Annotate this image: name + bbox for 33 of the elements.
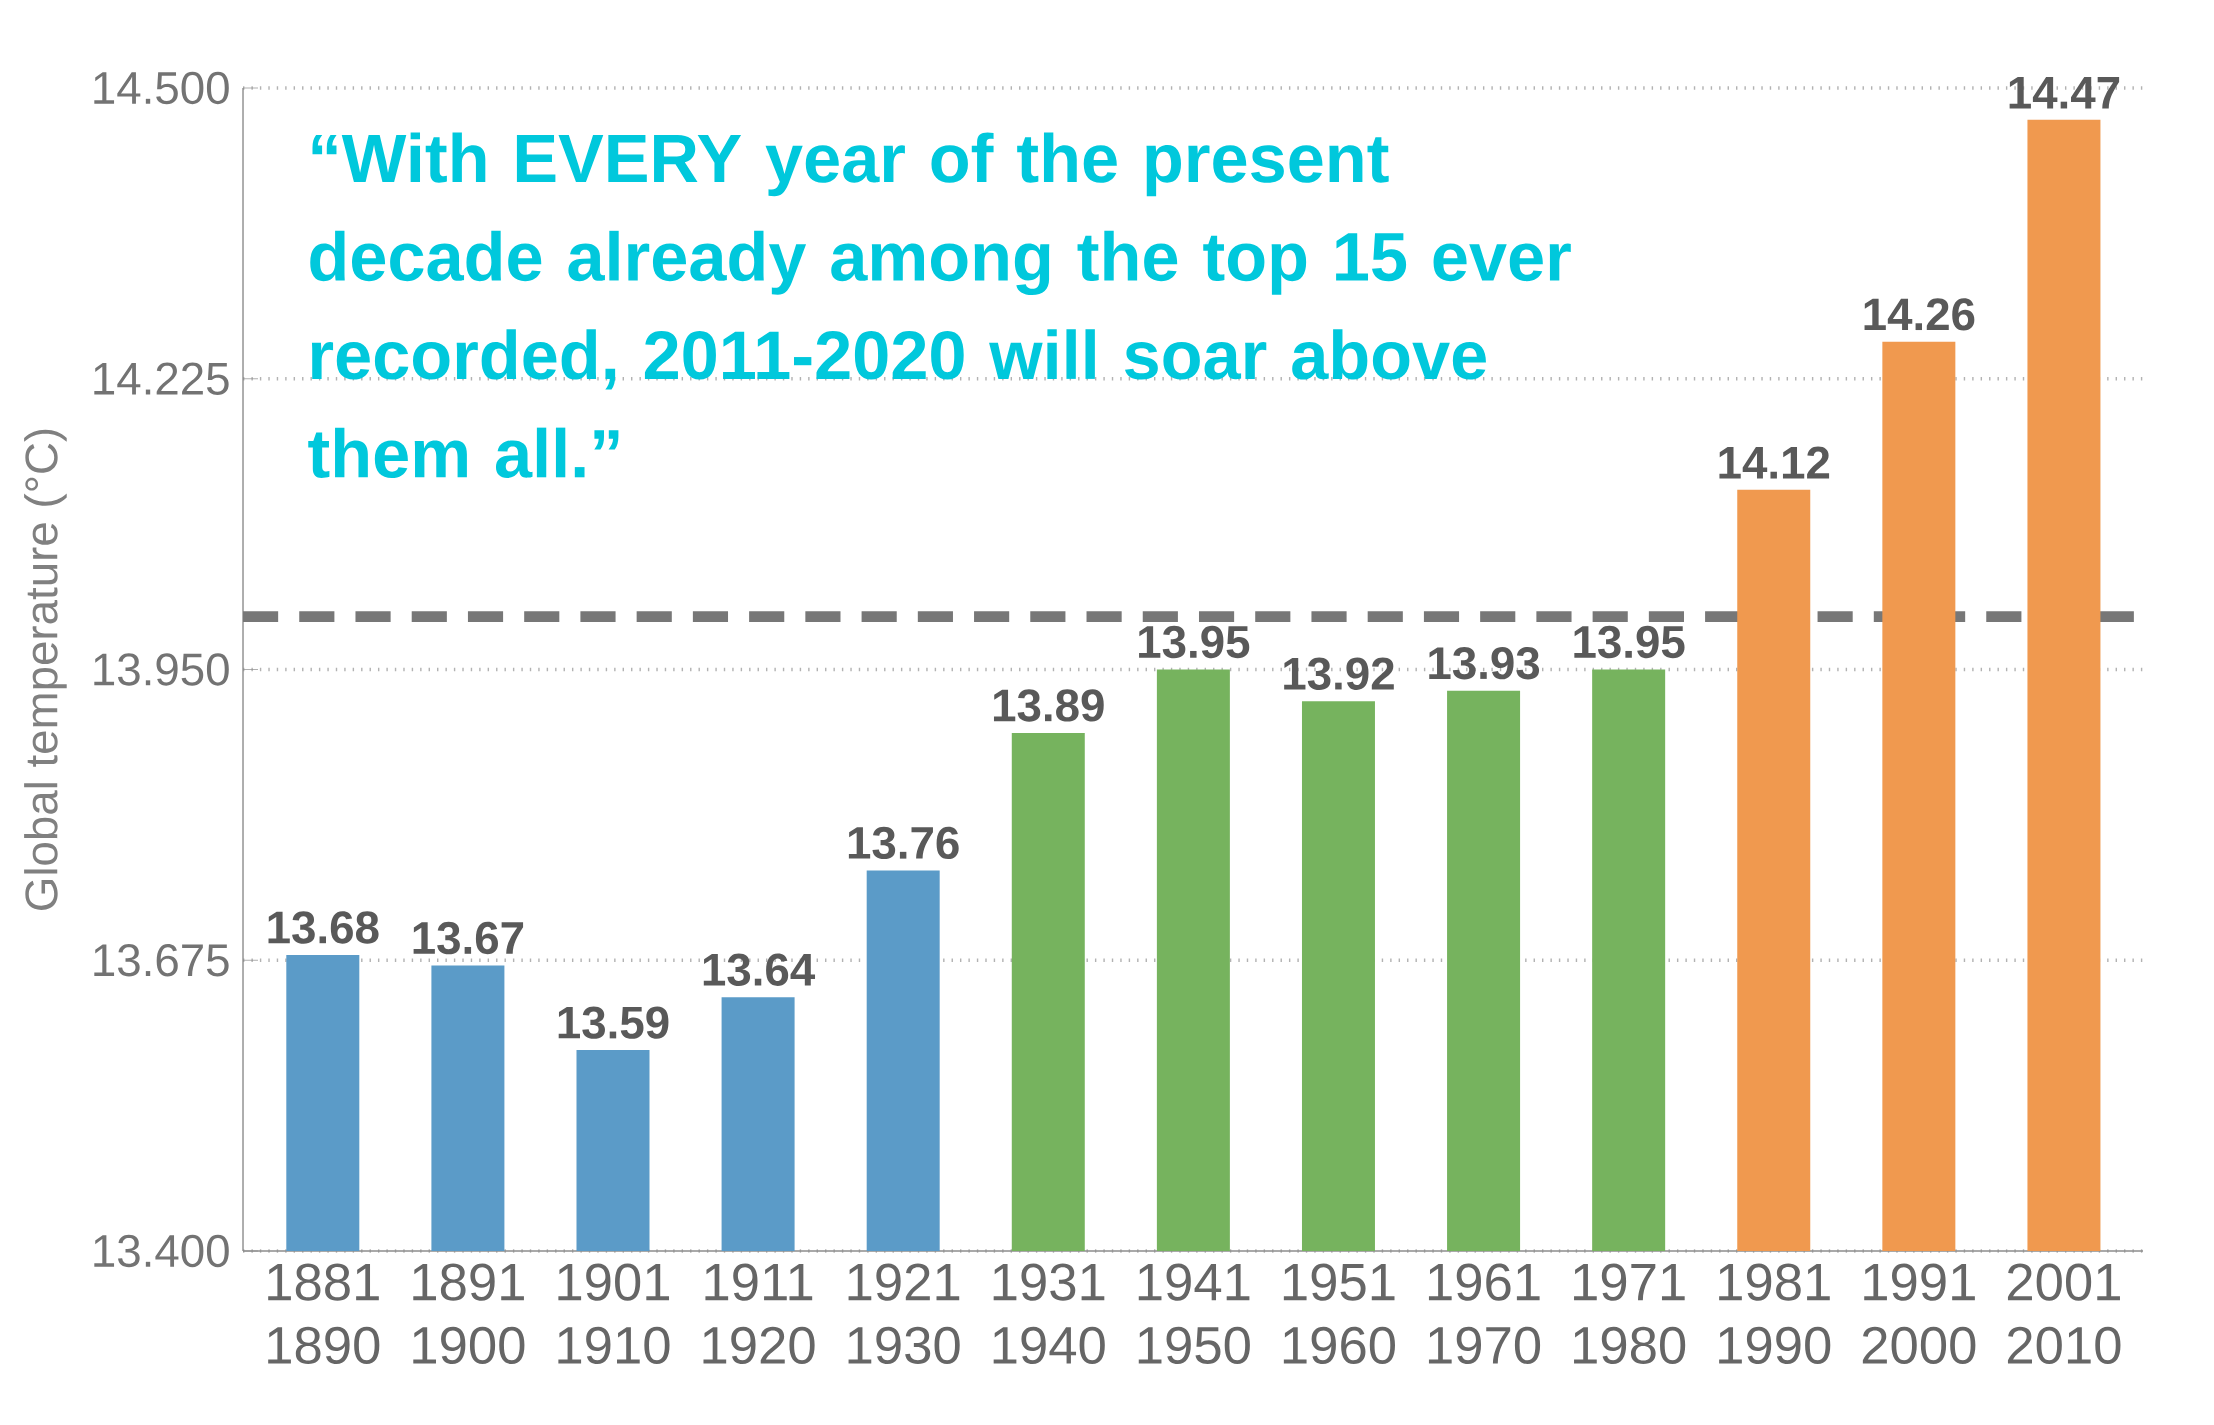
x-tick-label: 1971 1980	[1574, 1263, 1686, 1364]
data-label: 14.26	[1864, 298, 1975, 331]
x-tick-label: 1891 1900	[413, 1263, 525, 1364]
x-tick-label: 1901 1910	[558, 1263, 670, 1364]
x-tick-label: 1881 1890	[268, 1263, 380, 1364]
x-tick-label: 1951 1960	[1283, 1263, 1395, 1364]
y-tick-label: 13.675	[94, 944, 229, 977]
data-label: 13.64	[703, 953, 816, 986]
data-label: 13.76	[848, 826, 959, 860]
data-label: 13.67	[413, 921, 524, 955]
data-label: 13.92	[1284, 657, 1394, 690]
x-tick-label: 1961 1970	[1428, 1263, 1541, 1364]
data-label: 13.59	[558, 1006, 669, 1039]
y-tick-label: 14.500	[94, 71, 229, 105]
data-label: 13.89	[993, 689, 1104, 722]
data-label: 13.95	[1139, 625, 1250, 659]
x-tick-label: 1941 1950	[1138, 1263, 1250, 1364]
x-tick-label: 1981 1990	[1719, 1263, 1831, 1364]
x-tick-label: 1911 1920	[703, 1263, 815, 1364]
data-label: 13.93	[1429, 646, 1540, 680]
data-label: 14.47	[2009, 77, 2120, 109]
x-tick-label: 2001 2010	[2007, 1263, 2121, 1364]
data-label: 13.95	[1574, 625, 1685, 659]
data-label: 14.12	[1719, 446, 1830, 479]
x-tick-label: 1921 1930	[848, 1263, 960, 1364]
y-tick-label: 13.400	[94, 1234, 229, 1268]
annotation: “With EVERY year of the present decade already among the top 15 ever recorded, 2011-2020 will soar above them all.”	[308, 132, 1571, 478]
x-tick-label: 1991 2000	[1862, 1263, 1976, 1364]
y-tick-label: 13.950	[94, 653, 229, 686]
y-tick-label: 14.225	[94, 362, 229, 395]
x-tick-label: 1931 1940	[993, 1263, 1105, 1364]
y-axis-title: Global temperature (°C)	[24, 429, 67, 910]
data-label: 13.68	[268, 911, 379, 944]
